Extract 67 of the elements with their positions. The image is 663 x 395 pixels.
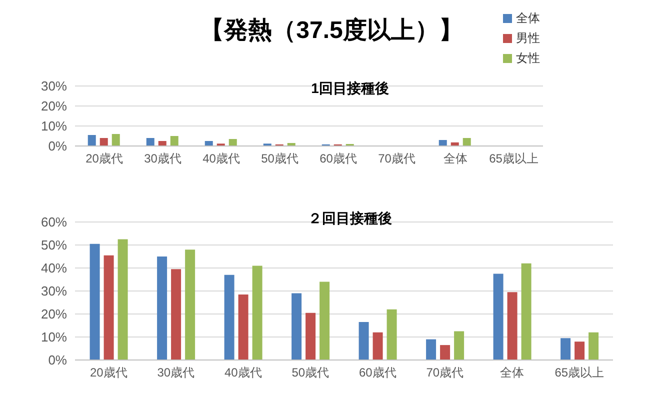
x-tick-label: 70歳代 (426, 366, 464, 380)
bar (521, 263, 532, 360)
bar (320, 282, 330, 360)
y-tick-label: 10% (40, 118, 68, 134)
bar (104, 255, 114, 360)
x-tick-label: 60歳代 (358, 366, 396, 380)
y-tick-label: 50% (40, 238, 68, 253)
bar (292, 293, 302, 360)
x-tick-label: 40歳代 (224, 366, 262, 380)
y-tick-label: 0% (48, 138, 68, 154)
y-tick-label: 30% (40, 284, 68, 299)
bar (306, 312, 316, 360)
chart-title: 【発熱（37.5度以上）】 (200, 17, 463, 44)
bar (90, 244, 100, 360)
y-tick-label: 30% (40, 78, 68, 94)
x-tick-label: 50歳代 (292, 366, 330, 380)
bar (358, 322, 369, 360)
bar (238, 294, 248, 360)
y-tick-label: 10% (40, 330, 68, 345)
x-tick-label: 70歳代 (378, 152, 416, 166)
bar (454, 331, 464, 360)
bar (88, 135, 96, 146)
bar (228, 139, 237, 146)
bar (157, 256, 168, 360)
bar (493, 274, 504, 360)
x-tick-label: 全体 (443, 152, 468, 166)
x-tick-label: 65歳以上 (554, 366, 604, 380)
x-tick-label: 30歳代 (144, 152, 182, 166)
bar (426, 339, 436, 360)
bar (438, 140, 447, 146)
chart-title: ２回目接種後 (307, 210, 393, 228)
x-tick-label: 65歳以上 (489, 152, 538, 166)
bar (252, 266, 262, 360)
y-tick-label: 20% (40, 306, 68, 322)
chart-subtitle: 1回目接種後 (310, 80, 390, 98)
bar (560, 338, 571, 360)
x-tick-label: 40歳代 (202, 152, 240, 166)
bar (171, 269, 182, 360)
bar (158, 141, 166, 146)
legend-label: 全体 (516, 11, 540, 25)
bar (507, 292, 518, 360)
y-tick-label: 60% (40, 214, 68, 230)
x-tick-label: 全体 (500, 366, 524, 380)
bar (224, 274, 234, 360)
x-tick-label: 20歳代 (90, 366, 128, 380)
y-tick-label: 20% (40, 98, 68, 114)
x-tick-label: 60歳代 (320, 152, 357, 166)
y-tick-label: 40% (40, 260, 68, 276)
bar (118, 239, 128, 360)
x-tick-label: 30歳代 (157, 366, 195, 380)
legend-label: 男性 (516, 31, 540, 45)
x-tick-label: 20歳代 (86, 152, 123, 166)
bar (204, 141, 213, 146)
bar (574, 342, 585, 360)
x-tick-label: 50歳代 (261, 152, 298, 166)
bar (146, 138, 154, 146)
bar (372, 332, 383, 360)
bar (386, 309, 397, 360)
bar (588, 332, 599, 360)
bar (170, 136, 178, 146)
bar (112, 134, 120, 146)
legend-label: 女性 (516, 51, 540, 65)
bar (462, 138, 471, 146)
bar (185, 250, 196, 360)
bar (440, 345, 450, 360)
bar (100, 138, 108, 146)
y-tick-label: 0% (48, 352, 68, 368)
